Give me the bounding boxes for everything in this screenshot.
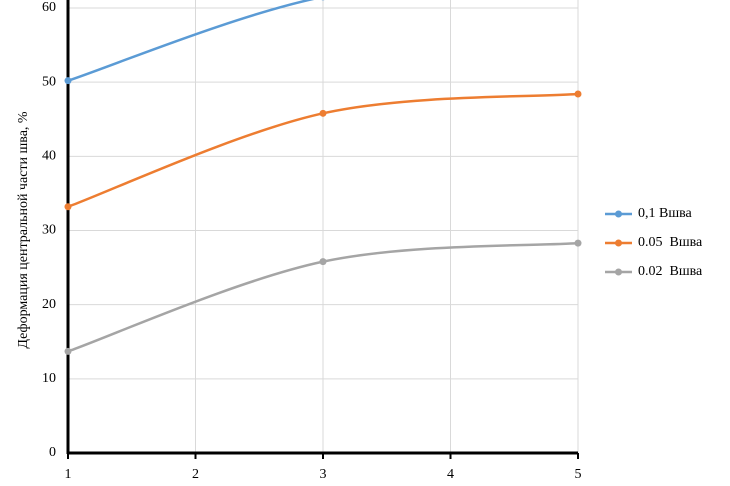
- x-tick-label: 3: [320, 467, 327, 482]
- legend-marker: [615, 239, 622, 247]
- x-tick-label: 4: [447, 467, 454, 482]
- x-tick-label: 2: [192, 467, 199, 482]
- x-tick-label: 5: [575, 467, 582, 482]
- y-tick-label: 20: [42, 297, 56, 312]
- legend-label: 0.02 Вшва: [638, 264, 703, 279]
- data-point: [319, 258, 327, 266]
- y-tick-label: 30: [42, 223, 56, 238]
- data-point: [574, 90, 582, 98]
- data-point: [574, 239, 582, 247]
- y-tick-label: 40: [42, 149, 56, 164]
- y-tick-label: 10: [42, 371, 56, 386]
- y-axis-label: Деформация центральной части шва, %: [16, 111, 31, 349]
- series-line: [67, 0, 315, 82]
- data-point: [64, 77, 72, 85]
- x-tick-label: 1: [65, 467, 72, 482]
- data-point: [64, 203, 72, 211]
- y-tick-label: 60: [42, 0, 56, 15]
- legend-marker: [615, 210, 622, 218]
- legend-label: 0,1 Вшва: [638, 206, 693, 221]
- y-tick-label: 50: [42, 74, 56, 89]
- legend-marker: [615, 268, 622, 276]
- data-point: [64, 347, 72, 355]
- legend-label: 0.05 Вшва: [638, 235, 703, 250]
- y-tick-label: 0: [49, 445, 56, 460]
- data-point: [319, 109, 327, 117]
